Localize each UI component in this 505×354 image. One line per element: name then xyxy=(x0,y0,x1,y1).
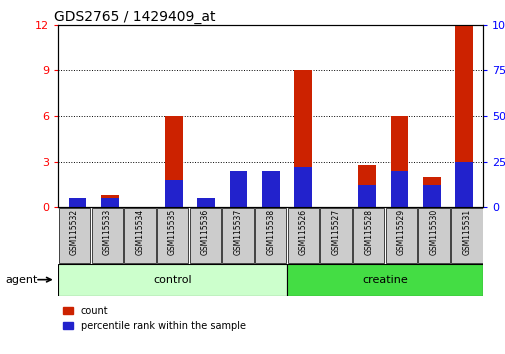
Bar xyxy=(157,208,188,263)
Bar xyxy=(422,177,440,207)
Bar xyxy=(293,167,311,207)
Bar xyxy=(320,208,351,263)
Bar xyxy=(69,198,86,207)
Text: GSM115531: GSM115531 xyxy=(462,209,471,255)
Bar xyxy=(262,171,279,207)
Text: GSM115534: GSM115534 xyxy=(135,209,144,255)
Text: creatine: creatine xyxy=(362,275,407,285)
Bar xyxy=(262,177,279,207)
Text: GSM115526: GSM115526 xyxy=(298,209,308,255)
Text: GSM115530: GSM115530 xyxy=(429,209,438,255)
Bar xyxy=(165,180,183,207)
Bar xyxy=(390,171,408,207)
Bar xyxy=(165,116,183,207)
Bar xyxy=(189,208,221,263)
Bar xyxy=(59,208,90,263)
Bar xyxy=(229,204,247,207)
Text: GSM115538: GSM115538 xyxy=(266,209,275,255)
Bar xyxy=(229,171,247,207)
Bar xyxy=(454,161,472,207)
Bar xyxy=(58,264,286,296)
Bar xyxy=(385,208,416,263)
Text: GSM115529: GSM115529 xyxy=(396,209,405,255)
Bar xyxy=(222,208,253,263)
Text: agent: agent xyxy=(5,275,37,285)
Bar xyxy=(286,264,482,296)
Text: GSM115535: GSM115535 xyxy=(168,209,177,255)
Bar xyxy=(358,165,375,207)
Text: GSM115536: GSM115536 xyxy=(200,209,210,255)
Bar xyxy=(418,208,449,263)
Bar xyxy=(197,198,215,207)
Bar xyxy=(287,208,319,263)
Bar xyxy=(358,185,375,207)
Bar xyxy=(422,185,440,207)
Text: GSM115527: GSM115527 xyxy=(331,209,340,255)
Bar xyxy=(454,25,472,207)
Bar xyxy=(91,208,123,263)
Bar xyxy=(124,208,156,263)
Legend: count, percentile rank within the sample: count, percentile rank within the sample xyxy=(63,306,245,331)
Text: GSM115528: GSM115528 xyxy=(364,209,373,255)
Bar xyxy=(293,70,311,207)
Text: GSM115537: GSM115537 xyxy=(233,209,242,255)
Bar xyxy=(100,195,118,207)
Bar xyxy=(197,198,215,207)
Text: GSM115533: GSM115533 xyxy=(103,209,112,255)
Bar xyxy=(100,198,118,207)
Text: control: control xyxy=(153,275,191,285)
Text: GSM115532: GSM115532 xyxy=(70,209,79,255)
Bar xyxy=(352,208,384,263)
Bar xyxy=(255,208,286,263)
Bar xyxy=(450,208,482,263)
Bar xyxy=(390,116,408,207)
Text: GDS2765 / 1429409_at: GDS2765 / 1429409_at xyxy=(54,10,215,24)
